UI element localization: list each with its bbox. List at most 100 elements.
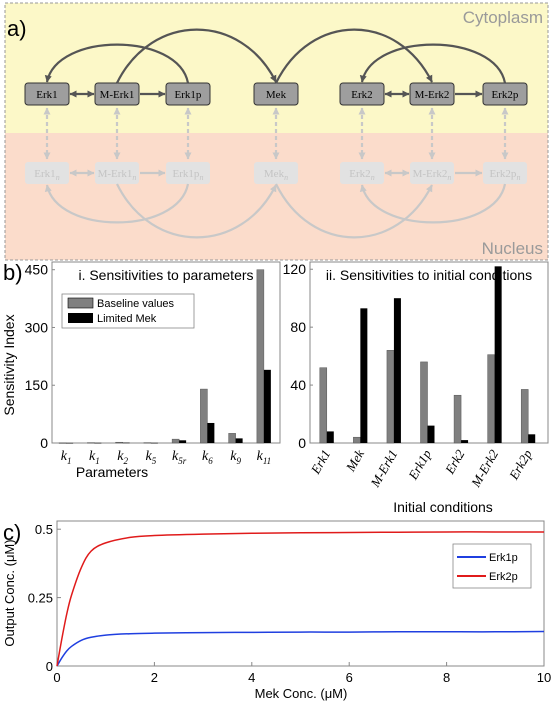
node-label-subscript: n [199,173,203,182]
x-tick-label-subscript: 1 [95,456,100,466]
node-erk2pn [483,162,527,184]
node-label-mekn: Mekn [264,168,288,182]
bar-limited-mek [66,442,74,444]
x-tick-label: 8 [443,670,450,685]
node-erk2n [340,162,384,184]
output-concentration-chart: Mek Conc. (μM) Output Conc. (μM) Erk1p E… [2,520,551,701]
legend-swatch-limited [68,313,93,323]
bar-baseline [386,350,395,444]
bar-limited-mek [207,422,215,443]
y-tick-label: 150 [25,377,49,393]
x-tick-label-base: k [117,449,124,464]
node-label-subscript: n [371,173,375,182]
x-tick-label: k11 [257,449,272,466]
bar-limited-mek [494,266,502,443]
x-tick-label: Erk1p [405,447,435,483]
arc-mekn-merk2n [275,183,433,239]
legend-label-erk1p: Erk1p [489,552,518,564]
initial-conditions-sensitivity-chart: ii. Sensitivities to initial conditions … [283,261,549,515]
legend-label-erk2p: Erk2p [489,571,518,583]
bar-limited-mek [94,442,102,444]
bar-baseline [256,269,265,444]
bar-baseline [87,442,95,444]
series-line-erk1p [56,630,545,667]
node-label-base: Mek [264,168,285,180]
bar-limited-mek [528,434,536,443]
node-label-erk2n: Erk2n [349,168,374,182]
x-tick-label: M-Erk2 [468,447,502,491]
node-label-merk2: M-Erk2 [415,89,450,101]
chart-frame [51,261,281,444]
node-label-erk2p: Erk2p [492,89,519,101]
x-tick-label: k1 [61,449,72,466]
bar-limited-mek [263,369,271,443]
node-label-base: M-Erk1 [98,168,133,180]
node-label-erk1n: Erk1n [34,168,59,182]
x-tick-label: Erk1 [307,447,333,477]
x-tick-label: M-Erk1 [367,447,401,490]
chart-frame [56,520,545,667]
x-tick-label-base: k [230,449,237,464]
bar-baseline [319,367,328,444]
x-tick-label: 0 [53,670,60,685]
x-tick-label: k5 [146,449,157,466]
x-tick-label-base: k [202,449,209,464]
node-label-base: Erk1p [173,168,200,180]
node-mekn [254,162,298,184]
y-tick-label: 80 [290,319,306,335]
bar-limited-mek [326,431,334,443]
node-label-subscript: n [284,173,288,182]
node-label-mek: Mek [266,89,287,101]
chart-title: i. Sensitivities to parameters [78,267,253,283]
y-tick-label: 40 [290,377,306,393]
x-axis-label: Parameters [76,464,148,480]
node-label-merk1: M-Erk1 [100,89,135,101]
chart-title: ii. Sensitivities to initial conditions [326,267,532,283]
legend-box [452,543,532,589]
panel-label-c: c) [3,520,21,545]
y-tick-label: 0.25 [28,591,53,606]
legend-label-limited: Limited Mek [97,313,157,325]
y-tick-label: 0.5 [35,522,53,537]
nucleus-label: Nucleus [482,239,543,258]
bar-baseline [58,442,67,444]
node-label-erk1: Erk1 [36,89,57,101]
series-line-erk2p [56,531,544,667]
arc-merk1-mek [116,28,277,84]
x-tick-label: k2 [117,449,128,466]
arc-mek-merk2 [275,28,433,84]
bar-limited-mek [427,425,435,443]
bar-limited-mek [150,442,158,444]
bar-limited-mek [122,442,130,444]
x-tick-label-base: k [146,449,153,464]
bar-baseline [353,436,361,444]
x-tick-label: k6 [202,449,213,466]
bar-baseline [143,442,152,444]
x-tick-label: k9 [230,449,241,466]
y-tick-label: 450 [25,262,49,278]
x-tick-label: 6 [346,670,353,685]
node-label-erk1p: Erk1p [175,89,202,101]
bar-limited-mek [179,440,187,443]
bar-baseline [420,361,428,444]
bar-limited-mek [393,298,401,443]
x-tick-label-base: k [257,449,264,464]
x-tick-label: k1 [89,449,100,466]
node-label-erk2: Erk2 [351,89,372,101]
x-tick-label-subscript: 5r [178,456,187,466]
x-tick-label: 2 [151,670,158,685]
node-erk1 [24,82,70,106]
x-tick-label-subscript: 2 [123,456,128,466]
chart-frame [309,261,549,444]
x-tick-label-subscript: 1 [67,456,72,466]
bar-limited-mek [461,440,469,443]
node-label-erk1pn: Erk1pn [173,168,204,182]
node-label-base: M-Erk2 [413,168,448,180]
cytoplasm-label: Cytoplasm [463,8,543,27]
node-merk1n [95,162,139,184]
x-tick-label: 4 [248,670,255,685]
node-label-base: Erk1 [34,168,55,180]
arc-erk1pn-erk1n [44,183,190,224]
arc-merk1n-mekn [116,183,277,239]
